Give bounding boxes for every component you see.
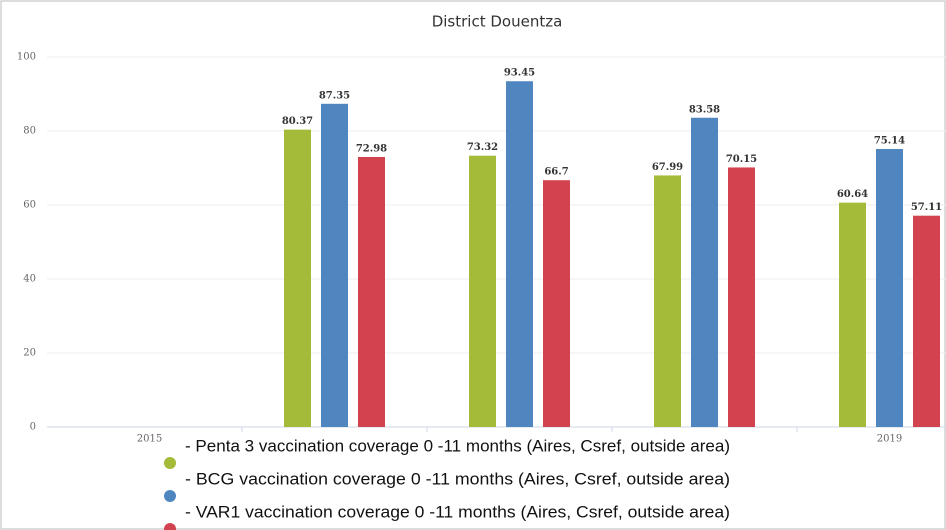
y-tick-label: 80 (23, 126, 36, 137)
y-tick-label: 20 (23, 348, 36, 359)
legend-marker (164, 457, 176, 469)
data-label: 73.32 (467, 142, 498, 153)
data-label: 75.14 (874, 135, 905, 146)
legend-marker (164, 523, 176, 530)
bar (876, 148, 903, 427)
legend-backdrop (180, 467, 740, 493)
data-label: 72.98 (356, 143, 387, 154)
legend-label: - Penta 3 vaccination coverage 0 -11 mon… (185, 436, 730, 455)
y-tick-label: 40 (23, 274, 36, 285)
data-label: 87.35 (319, 90, 350, 101)
bar (506, 81, 533, 428)
legend-label: - VAR1 vaccination coverage 0 -11 months… (185, 502, 730, 521)
data-label: 83.58 (689, 104, 720, 115)
bar (728, 167, 755, 427)
y-tick-label: 0 (30, 422, 36, 433)
legend-backdrop (180, 434, 740, 460)
data-label: 66.7 (544, 167, 568, 178)
data-label: 57.11 (911, 202, 942, 213)
data-label: 67.99 (652, 162, 683, 173)
y-tick-label: 100 (17, 52, 36, 63)
legend-label: - BCG vaccination coverage 0 -11 months … (185, 469, 730, 488)
legend-backdrop (180, 500, 740, 526)
bar (654, 175, 681, 427)
y-tick-label: 60 (23, 200, 36, 211)
bar (358, 156, 385, 427)
x-tick-label: 2015 (137, 434, 162, 445)
x-tick-label: 2019 (877, 434, 902, 445)
bar (839, 202, 866, 427)
bar (543, 180, 570, 427)
bar (284, 129, 311, 428)
bar (321, 103, 348, 428)
data-label: 60.64 (837, 189, 868, 200)
bar (469, 155, 496, 427)
bar (913, 215, 940, 427)
data-label: 93.45 (504, 68, 535, 79)
data-label: 70.15 (726, 154, 757, 165)
chart-title: District Douentza (432, 13, 563, 31)
legend-marker (164, 490, 176, 502)
data-label: 80.37 (282, 116, 313, 127)
bar (691, 117, 718, 427)
